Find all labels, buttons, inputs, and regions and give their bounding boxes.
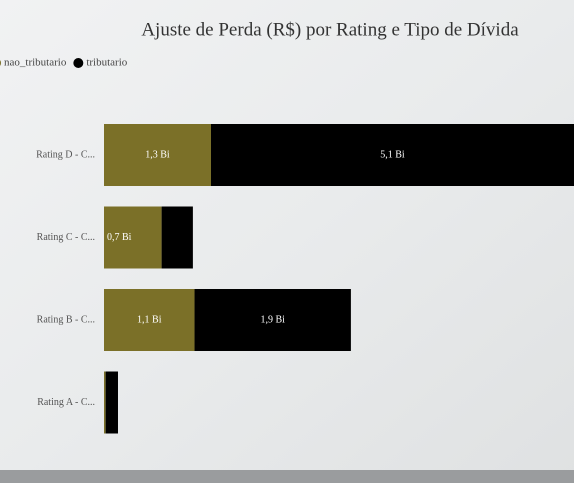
legend-marker — [73, 58, 83, 68]
y-tick-label: Rating D - C... — [36, 149, 95, 160]
data-label: 1,3 Bi — [145, 149, 170, 160]
data-label: 1,9 Bi — [260, 314, 285, 325]
page: Ajuste de Perda (R$) por Rating e Tipo d… — [0, 0, 574, 483]
bar-segment — [106, 372, 118, 434]
chart: Ajuste de Perda (R$) por Rating e Tipo d… — [0, 0, 574, 483]
y-tick-label: Rating B - C... — [37, 314, 95, 325]
bar-segment — [162, 207, 193, 269]
data-label: 0,7 Bi — [107, 232, 132, 243]
legend-label: tributario — [86, 57, 127, 69]
y-tick-label: Rating A - C... — [37, 397, 95, 408]
data-label: 5,1 Bi — [380, 149, 405, 160]
legend-label: nao_tributario — [4, 57, 67, 69]
data-label: 1,1 Bi — [137, 314, 162, 325]
bar-segment — [104, 372, 106, 434]
bottom-strip — [0, 470, 574, 483]
chart-title: Ajuste de Perda (R$) por Rating e Tipo d… — [141, 19, 519, 40]
y-tick-label: Rating C - C... — [37, 232, 95, 243]
